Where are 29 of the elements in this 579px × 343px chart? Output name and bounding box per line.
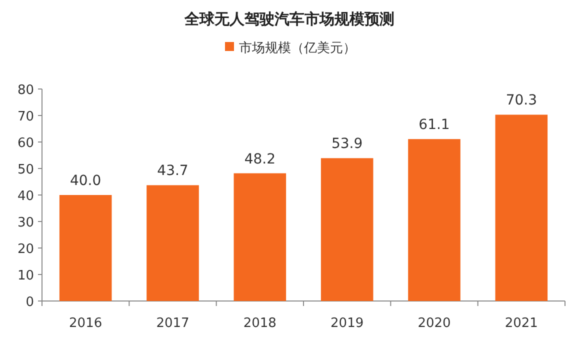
- legend-label: 市场规模（亿美元）: [239, 40, 356, 56]
- x-tick-label: 2019: [330, 316, 364, 331]
- y-tick-label: 30: [17, 216, 34, 230]
- bar: [234, 173, 286, 301]
- bar: [495, 114, 548, 301]
- data-label: 53.9: [331, 136, 363, 152]
- y-tick-label: 70: [17, 110, 34, 124]
- data-label: 48.2: [244, 151, 276, 168]
- x-tick-label: 2018: [243, 316, 276, 331]
- bar: [408, 139, 460, 301]
- x-tick-label: 2020: [418, 316, 451, 331]
- chart-title: 全球无人驾驶汽车市场规模预测: [184, 10, 394, 28]
- y-tick-label: 80: [17, 83, 34, 98]
- y-tick-label: 10: [17, 268, 34, 284]
- data-label: 70.3: [506, 92, 538, 109]
- data-label: 40.0: [70, 173, 102, 189]
- data-label: 61.1: [418, 117, 450, 134]
- bar: [146, 185, 199, 301]
- y-tick-label: 50: [17, 162, 34, 178]
- x-tick-label: 2016: [69, 316, 102, 331]
- data-label: 43.7: [157, 163, 188, 180]
- y-tick-label: 60: [17, 136, 34, 151]
- y-tick-label: 20: [17, 242, 34, 257]
- bar: [59, 195, 112, 301]
- y-tick-label: 40: [17, 189, 34, 204]
- bar: [320, 158, 374, 301]
- y-tick-label: 0: [26, 295, 34, 310]
- x-tick-label: 2017: [156, 316, 190, 331]
- x-tick-label: 2021: [504, 316, 538, 331]
